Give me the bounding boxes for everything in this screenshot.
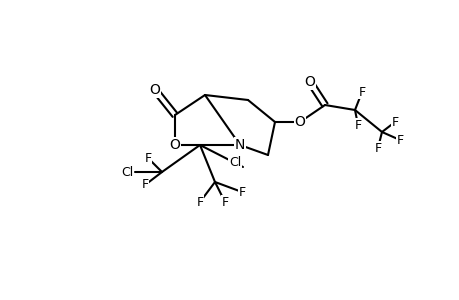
Text: O: O <box>294 115 305 129</box>
Text: F: F <box>238 185 245 199</box>
Text: Cl: Cl <box>229 155 241 169</box>
Text: F: F <box>144 152 151 164</box>
Text: F: F <box>354 118 361 131</box>
Text: F: F <box>196 196 203 208</box>
Text: F: F <box>374 142 381 154</box>
Text: F: F <box>358 85 365 98</box>
Text: F: F <box>141 178 148 191</box>
Text: N: N <box>234 138 245 152</box>
Text: F: F <box>396 134 403 146</box>
Text: F: F <box>221 196 228 208</box>
Text: Cl: Cl <box>121 166 133 178</box>
Text: O: O <box>304 75 315 89</box>
Text: O: O <box>169 138 180 152</box>
Text: F: F <box>391 116 397 128</box>
Text: O: O <box>149 83 160 97</box>
